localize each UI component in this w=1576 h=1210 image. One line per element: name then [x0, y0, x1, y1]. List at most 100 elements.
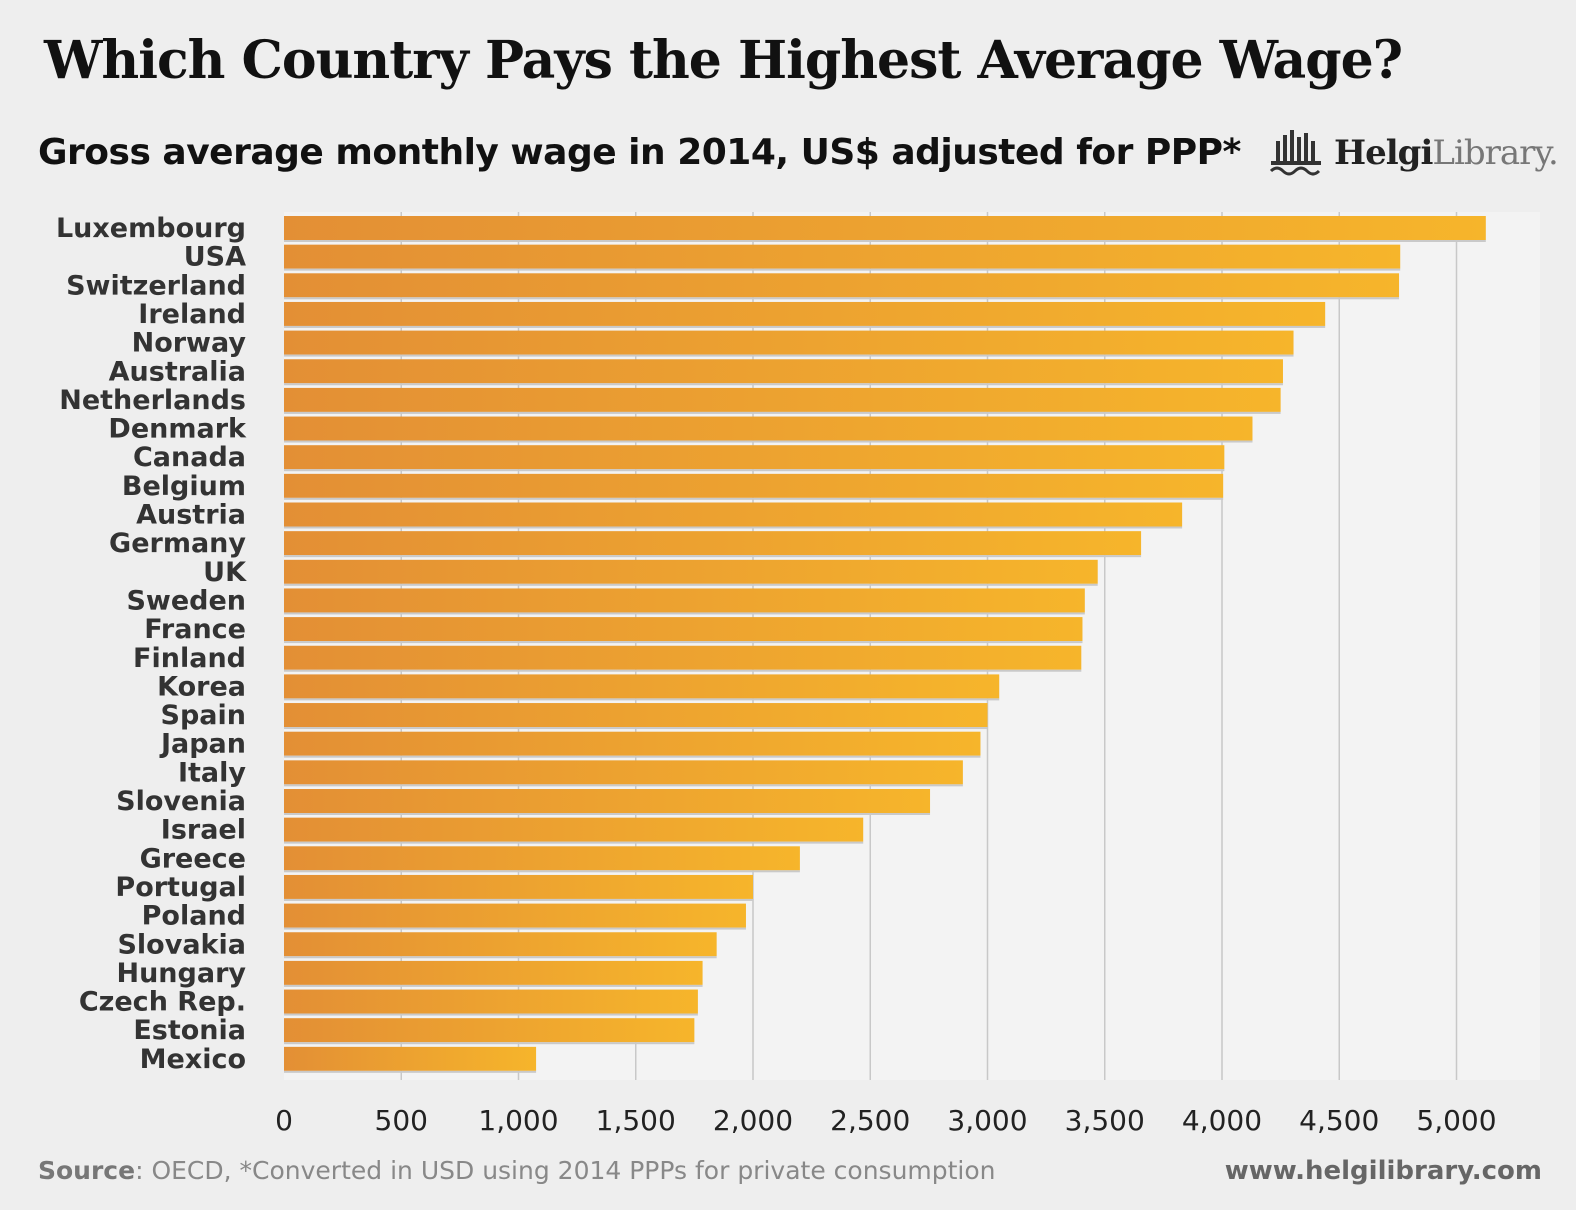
bar-usa: [284, 244, 1401, 269]
source-note: Source: OECD, *Converted in USD using 20…: [38, 1156, 996, 1185]
bar-shadow: [284, 641, 1083, 644]
bar-portugal: [284, 874, 753, 899]
bar-poland: [284, 903, 746, 928]
bar-shadow: [284, 727, 988, 730]
x-tick-label: 1,500: [596, 1104, 676, 1137]
bar-ireland: [284, 301, 1326, 326]
category-labels: LuxembourgUSASwitzerlandIrelandNorwayAus…: [56, 213, 247, 1075]
bar-shadow: [284, 898, 753, 901]
bar-shadow: [284, 956, 717, 959]
category-label: Austria: [136, 500, 246, 531]
bar-switzerland: [284, 273, 1400, 298]
bar-denmark: [284, 416, 1253, 441]
x-tick-label: 2,000: [713, 1104, 793, 1137]
bar-shadow: [284, 1013, 698, 1016]
source-label: Source: [38, 1156, 136, 1185]
bar-shadow: [284, 669, 1082, 672]
bar-canada: [284, 445, 1225, 470]
bar-japan: [284, 731, 981, 756]
bar-shadow: [284, 1070, 537, 1073]
bar-shadow: [284, 813, 931, 815]
bar-norway: [284, 330, 1294, 355]
bar-shadow: [284, 354, 1294, 357]
category-label: Norway: [132, 328, 247, 359]
bar-luxembourg: [284, 216, 1486, 240]
bar-italy: [284, 760, 963, 785]
x-tick-label: 3,000: [947, 1104, 1027, 1137]
bar-mexico: [284, 1046, 537, 1071]
bar-sweden: [284, 588, 1085, 613]
chart-subtitle: Gross average monthly wage in 2014, US$ …: [38, 132, 1241, 173]
category-label: Spain: [161, 700, 246, 731]
category-label: Denmark: [108, 414, 247, 445]
bar-spain: [284, 703, 988, 728]
x-tick-label: 4,000: [1182, 1104, 1262, 1137]
x-tick-label: 4,500: [1299, 1104, 1379, 1137]
bar-shadow: [284, 383, 1283, 386]
category-label: Canada: [133, 442, 246, 473]
category-label: Sweden: [126, 585, 246, 616]
bar-shadow: [284, 755, 981, 758]
bar-france: [284, 617, 1083, 642]
website-url: www.helgilibrary.com: [1224, 1156, 1542, 1186]
bar-shadow: [284, 497, 1224, 500]
category-label: Netherlands: [59, 385, 246, 416]
bar-shadow: [284, 555, 1142, 558]
x-tick-label: 500: [375, 1104, 428, 1137]
bar-shadow: [284, 469, 1225, 472]
helgi-library-logo: HelgiLibrary.: [1268, 125, 1559, 181]
bar-germany: [284, 531, 1142, 556]
bar-shadow: [284, 411, 1281, 414]
bar-shadow: [284, 841, 864, 844]
bar-israel: [284, 817, 864, 842]
category-label: Slovakia: [117, 929, 246, 960]
bar-austria: [284, 502, 1183, 527]
bar-shadow: [284, 240, 1486, 242]
category-label: France: [144, 614, 246, 645]
bar-shadow: [284, 612, 1085, 615]
category-label: Germany: [109, 528, 246, 559]
category-label: Portugal: [115, 872, 246, 903]
logo-text-light: Library.: [1432, 133, 1558, 173]
category-label: Mexico: [140, 1044, 246, 1075]
x-axis-ticks: 0 500 1,000 1,500 2,000 2,500 3,000 3,500 4,000 4…: [275, 1104, 1497, 1137]
category-label: Greece: [140, 843, 246, 874]
x-tick-label: 1,000: [478, 1104, 558, 1137]
x-tick-label: 3,500: [1065, 1104, 1145, 1137]
bar-greece: [284, 846, 800, 871]
bar-shadow: [284, 526, 1183, 529]
category-label: UK: [203, 557, 247, 588]
category-label: Italy: [178, 757, 246, 788]
bar-shadow: [284, 268, 1401, 271]
chart-title: Which Country Pays the Highest Average W…: [44, 30, 1403, 91]
bar-slovakia: [284, 932, 717, 957]
category-label: Belgium: [122, 471, 246, 502]
x-tick-label: 5,000: [1416, 1104, 1496, 1137]
library-building-icon: [1269, 130, 1321, 176]
bar-czech-rep: [284, 989, 698, 1014]
bar-shadow: [284, 984, 703, 987]
logo-text-bold: Helgi: [1334, 133, 1433, 173]
category-label: Finland: [133, 643, 246, 674]
category-label: Switzerland: [66, 270, 246, 301]
bar-australia: [284, 359, 1283, 384]
category-label: Czech Rep.: [79, 987, 246, 1018]
category-label: Poland: [142, 901, 246, 932]
bar-chart: LuxembourgUSASwitzerlandIrelandNorwayAus…: [55, 212, 1497, 1137]
bar-korea: [284, 674, 1000, 699]
category-label: Korea: [157, 671, 246, 702]
x-tick-label: 2,500: [830, 1104, 910, 1137]
bar-belgium: [284, 473, 1224, 498]
category-label: Japan: [159, 729, 246, 760]
bar-shadow: [284, 297, 1400, 300]
bar-hungary: [284, 960, 703, 985]
bars: [284, 216, 1486, 1073]
bar-shadow: [284, 1042, 695, 1045]
bar-slovenia: [284, 789, 931, 813]
bar-estonia: [284, 1018, 695, 1043]
category-label: Israel: [161, 815, 246, 846]
category-label: Estonia: [133, 1015, 246, 1046]
category-label: USA: [184, 242, 246, 273]
bar-finland: [284, 645, 1082, 670]
bar-uk: [284, 559, 1098, 584]
